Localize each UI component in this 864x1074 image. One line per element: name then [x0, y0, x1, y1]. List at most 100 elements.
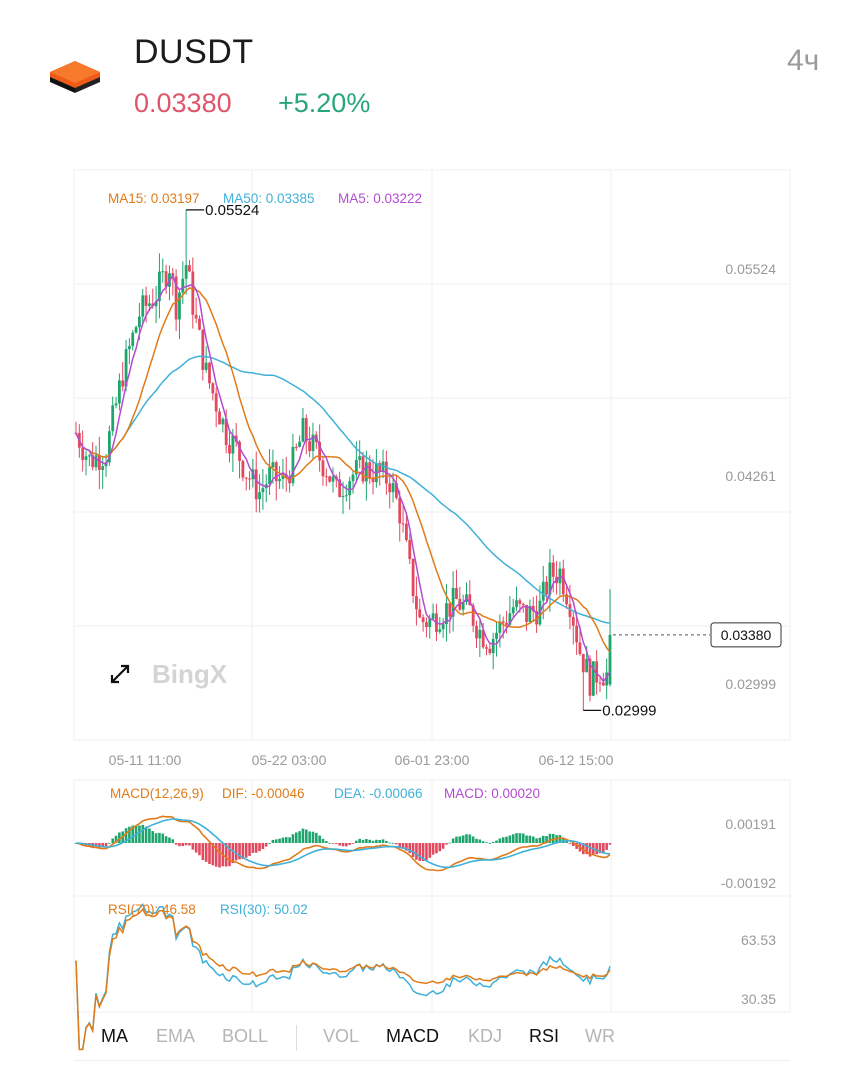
candle-body [188, 265, 191, 272]
candle-body [348, 481, 352, 496]
candle-body [475, 625, 478, 639]
candle-body [595, 661, 599, 683]
candle-body [254, 469, 258, 500]
candle-body [244, 477, 248, 479]
macd-histogram-bar [308, 831, 311, 843]
macd-histogram-bar [201, 843, 205, 861]
candle-body [401, 523, 405, 525]
candle-body [371, 477, 375, 483]
macd-histogram-bar [511, 834, 515, 843]
macd-histogram-bar [311, 831, 315, 843]
expand-arrows-icon-path [110, 664, 130, 684]
macd-histogram-bar [431, 843, 435, 855]
macd-histogram-bar [228, 843, 231, 867]
macd-histogram-bar [565, 840, 568, 843]
timeframe-selector[interactable]: 4ч [787, 44, 820, 77]
candle-body [344, 495, 348, 497]
candle-body [515, 600, 518, 608]
tab-wr[interactable]: WR [585, 1026, 615, 1046]
macd-histogram-bar [515, 833, 518, 843]
candle-body [271, 462, 275, 468]
candle-body [351, 474, 355, 482]
macd-histogram-bar [401, 843, 405, 849]
candle-body [238, 441, 241, 461]
candle-body [405, 523, 408, 541]
macd-histogram-bar [545, 836, 548, 843]
expand-arrows-icon[interactable] [110, 664, 130, 684]
macd-histogram-bar [111, 838, 115, 843]
macd-histogram-bar [455, 836, 458, 843]
macd-histogram-bar [114, 835, 118, 843]
ma-legend-item: MA15: 0.03197 [108, 191, 200, 206]
macd-histogram-bar [425, 843, 428, 861]
macd-histogram-bar [375, 839, 378, 843]
macd-histogram-bar [488, 842, 492, 844]
dusdt-logo-icon [50, 61, 100, 93]
candle-body [81, 447, 85, 460]
macd-histogram-bar [435, 843, 438, 854]
candle-body [281, 474, 285, 480]
candle-body [184, 265, 188, 279]
macd-histogram-bar [204, 843, 208, 862]
candle-body [111, 405, 115, 432]
main-chart-labels: MA15: 0.03197 MA50: 0.03385 MA5: 0.03222 0.… [108, 191, 782, 768]
candle-body [114, 403, 118, 406]
tab-macd[interactable]: MACD [386, 1026, 439, 1046]
macd-histogram-bar [411, 843, 415, 857]
candle-body [321, 460, 325, 477]
macd-histogram-bar [371, 840, 375, 843]
candle-body [421, 617, 425, 623]
candle-body [218, 411, 221, 425]
tab-kdj[interactable]: KDJ [468, 1026, 503, 1046]
tab-vol[interactable]: VOL [323, 1026, 360, 1046]
macd-histogram-bar [438, 843, 442, 852]
macd-histogram-bar [461, 835, 465, 843]
macd-histogram-bar [258, 843, 261, 852]
candle-body [308, 441, 312, 452]
macd-histogram-bar [208, 843, 211, 864]
tab-ma[interactable]: MA [101, 1026, 128, 1046]
macd-histogram-bar [158, 832, 161, 843]
tab-boll[interactable]: BOLL [222, 1026, 269, 1046]
macd-histogram-bar [365, 838, 368, 843]
candle-body [318, 442, 322, 461]
macd-histogram-bar [538, 837, 542, 843]
macd-legend-item: MACD(12,26,9) [110, 786, 204, 801]
macd-histogram-bar [224, 843, 228, 867]
price-change-percent: +5.20% [278, 88, 371, 118]
macd-histogram-bar [451, 838, 455, 843]
candle-body [358, 456, 362, 461]
candle-body [298, 441, 302, 447]
macd-histogram-bar [138, 825, 141, 843]
macd-histogram-bar [398, 843, 402, 848]
macd-histogram-bar [241, 843, 245, 859]
candle-body [478, 629, 482, 639]
candle-body [214, 393, 218, 412]
candle-body [505, 623, 508, 625]
tab-rsi[interactable]: RSI [529, 1026, 560, 1046]
candle-body [211, 383, 215, 394]
macd-histogram-bar [251, 843, 255, 853]
macd-histogram-bar [191, 843, 195, 850]
candle-body [468, 594, 472, 606]
candle-body [448, 603, 452, 617]
candle-body [161, 271, 165, 273]
macd-histogram-bar [345, 843, 348, 847]
candle-body [134, 327, 138, 333]
candle-body [491, 638, 495, 654]
macd-histogram-bar [184, 843, 188, 846]
macd-histogram-bar [301, 828, 305, 843]
candle-body [138, 316, 141, 328]
macd-histogram-bar [248, 843, 251, 856]
macd-histogram-bar [261, 843, 265, 849]
macd-histogram-bar [304, 829, 308, 843]
candle-body [378, 463, 382, 472]
macd-histogram-bar [271, 839, 275, 843]
tab-ema[interactable]: EMA [156, 1026, 196, 1046]
ma5-line [75, 274, 611, 683]
candle-body [117, 380, 121, 404]
macd-histogram-bar [318, 835, 321, 843]
rsi30-line [75, 902, 611, 1051]
macd-histogram-bar [361, 839, 365, 843]
